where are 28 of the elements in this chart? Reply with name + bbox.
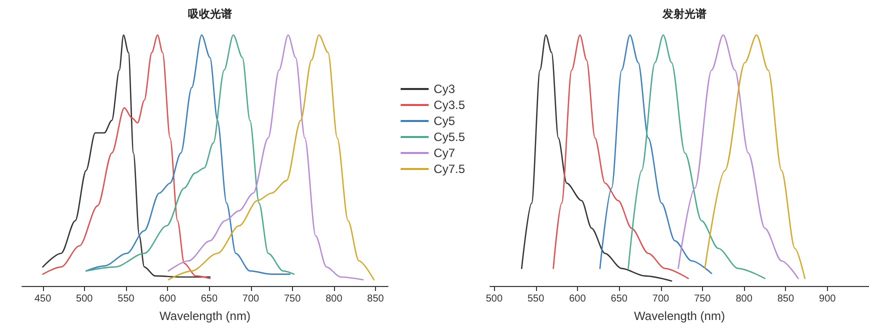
x-tick-label: 850 xyxy=(367,294,384,304)
x-tick-label: 700 xyxy=(242,294,260,304)
x-tick-label: 800 xyxy=(736,294,753,304)
x-tick-label: 650 xyxy=(200,294,218,304)
x-tick-label: 550 xyxy=(118,294,135,304)
chart-title: 吸收光谱 xyxy=(188,8,232,20)
legend-label: Cy3 xyxy=(434,82,456,96)
x-tick-label: 500 xyxy=(76,294,94,304)
legend-label: Cy7.5 xyxy=(434,162,466,176)
legend-label: Cy7 xyxy=(434,146,456,160)
x-axis-title: Wavelength (nm) xyxy=(160,309,250,323)
x-tick-label: 850 xyxy=(777,294,794,304)
legend-label: Cy5 xyxy=(434,114,456,128)
x-tick-label: 750 xyxy=(694,294,712,304)
x-tick-label: 600 xyxy=(159,294,176,304)
x-tick-label: 600 xyxy=(569,294,586,304)
x-tick-label: 700 xyxy=(652,294,670,304)
x-tick-label: 500 xyxy=(486,294,503,304)
legend-label: Cy5.5 xyxy=(434,130,466,144)
x-axis-title: Wavelength (nm) xyxy=(634,309,725,323)
chart-title: 发射光谱 xyxy=(662,8,706,20)
legend-label: Cy3.5 xyxy=(434,98,466,112)
x-tick-label: 650 xyxy=(610,294,628,304)
x-tick-label: 800 xyxy=(326,294,343,304)
x-tick-label: 450 xyxy=(34,294,52,304)
x-tick-label: 750 xyxy=(284,294,302,304)
x-tick-label: 550 xyxy=(527,294,545,304)
x-tick-label: 900 xyxy=(819,294,836,304)
